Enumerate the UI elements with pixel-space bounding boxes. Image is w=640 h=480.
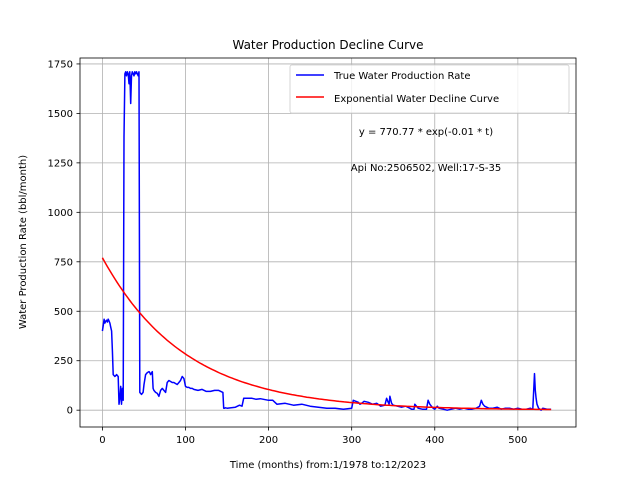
x-tick-label: 0 bbox=[99, 435, 105, 446]
y-tick-label: 500 bbox=[54, 307, 73, 318]
plot-series bbox=[101, 71, 552, 411]
y-tick-label: 1000 bbox=[48, 208, 73, 219]
plot-frame bbox=[79, 57, 577, 428]
y-tick-label: 250 bbox=[54, 356, 73, 367]
grid bbox=[80, 58, 576, 427]
well-annotation: Api No:2506502, Well:17-S-35 bbox=[351, 163, 501, 174]
y-tick-label: 1750 bbox=[48, 59, 73, 70]
x-tick-label: 500 bbox=[508, 435, 527, 446]
x-tick-label: 100 bbox=[176, 435, 195, 446]
equation-annotation: y = 770.77 * exp(-0.01 * t) bbox=[359, 127, 493, 138]
x-tick-label: 400 bbox=[425, 435, 444, 446]
x-axis: 0 100 200 300 400 500 bbox=[99, 427, 527, 446]
y-tick-label: 0 bbox=[67, 406, 73, 417]
series-line-exponential-decline-curve bbox=[101, 257, 552, 411]
x-tick-label: 300 bbox=[342, 435, 361, 446]
y-axis: 0 250 500 750 1000 1250 1500 1750 bbox=[48, 59, 80, 417]
legend: True Water Production Rate Exponential W… bbox=[289, 64, 570, 114]
y-tick-label: 1250 bbox=[48, 158, 73, 169]
legend-label-decline-curve: Exponential Water Decline Curve bbox=[334, 94, 499, 105]
legend-box bbox=[289, 64, 570, 114]
x-axis-title: Time (months) from:1/1978 to:12/2023 bbox=[229, 460, 426, 471]
chart-title: Water Production Decline Curve bbox=[232, 38, 423, 52]
y-tick-label: 1500 bbox=[48, 109, 73, 120]
legend-label-true-rate: True Water Production Rate bbox=[333, 71, 470, 82]
y-axis-title: Water Production Rate (bbl/month) bbox=[18, 155, 29, 329]
x-tick-label: 200 bbox=[259, 435, 278, 446]
y-tick-label: 750 bbox=[54, 257, 73, 268]
